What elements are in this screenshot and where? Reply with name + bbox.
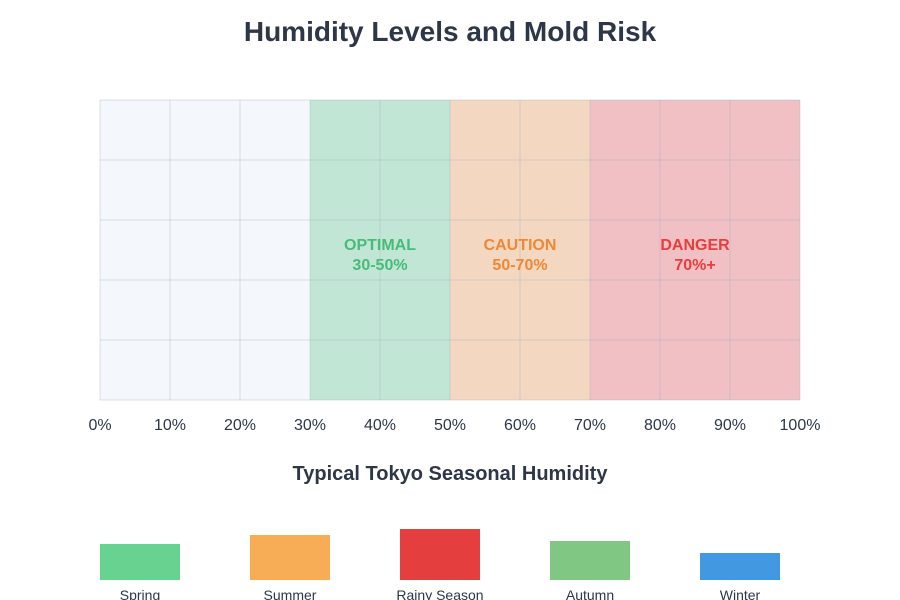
- season-bar-winter: [700, 553, 780, 580]
- x-tick-label: 30%: [294, 417, 326, 434]
- zone-label: CAUTION: [484, 237, 557, 254]
- season-label: Summer: [264, 587, 317, 600]
- seasonal-title: Typical Tokyo Seasonal Humidity: [293, 463, 609, 485]
- season-bar-autumn: [550, 541, 630, 580]
- season-label: Autumn: [566, 587, 614, 600]
- x-tick-label: 100%: [780, 417, 821, 434]
- season-label: Winter: [720, 587, 761, 600]
- season-bar-rainy-season: [400, 529, 480, 580]
- x-tick-label: 90%: [714, 417, 746, 434]
- x-tick-label: 80%: [644, 417, 676, 434]
- zone-label: OPTIMAL: [344, 237, 416, 254]
- zone-caution: [450, 100, 590, 400]
- zone-range-label: 70%+: [674, 257, 715, 274]
- season-label: Spring: [120, 587, 160, 600]
- zone-range-label: 50-70%: [492, 257, 547, 274]
- zone-range-label: 30-50%: [352, 257, 407, 274]
- zone-low: [100, 100, 310, 400]
- x-tick-label: 20%: [224, 417, 256, 434]
- season-label: Rainy Season: [396, 587, 483, 600]
- x-tick-label: 50%: [434, 417, 466, 434]
- chart-title: Humidity Levels and Mold Risk: [244, 16, 657, 47]
- x-tick-label: 10%: [154, 417, 186, 434]
- zone-optimal: [310, 100, 450, 400]
- x-tick-label: 70%: [574, 417, 606, 434]
- x-tick-label: 40%: [364, 417, 396, 434]
- x-tick-label: 60%: [504, 417, 536, 434]
- x-tick-label: 0%: [88, 417, 111, 434]
- season-bar-summer: [250, 535, 330, 580]
- season-bar-spring: [100, 544, 180, 580]
- zone-danger: [590, 100, 800, 400]
- zone-label: DANGER: [660, 237, 730, 254]
